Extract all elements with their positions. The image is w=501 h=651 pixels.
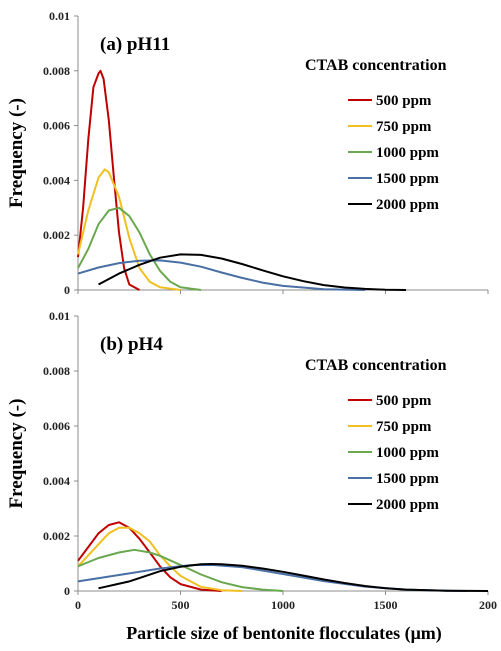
y-tick-label: 0.004 xyxy=(43,474,70,488)
series-line-500-ppm xyxy=(77,521,222,592)
legend-entry: 500 ppm xyxy=(376,93,432,109)
series-line-1000-ppm xyxy=(77,548,284,592)
panel-a: 0 0.002 0.004 0.006 0.008 0.01 Frequency (-) (a… xyxy=(6,9,489,297)
y-tick-label: 0.002 xyxy=(43,529,70,543)
series-line-1500-ppm xyxy=(77,259,366,291)
x-axis-label: Particle size of bentonite flocculates (… xyxy=(126,623,442,644)
legend-entry: 750 ppm xyxy=(376,119,432,135)
series-line-2000-ppm xyxy=(98,563,489,592)
y-tick-label: 0.008 xyxy=(43,64,70,78)
series-line-1000-ppm xyxy=(77,206,202,291)
x-tick-label: 200 xyxy=(479,598,497,612)
x-tick-label: 0 xyxy=(75,598,81,612)
x-tick-label: 1500 xyxy=(374,598,398,612)
series-line-1500-ppm xyxy=(77,563,468,592)
y-tick-label: 0 xyxy=(64,584,70,598)
y-axis-label: Frequency (-) xyxy=(6,399,27,509)
legend-title: CTAB concentration xyxy=(305,57,447,74)
legend-entry: 750 ppm xyxy=(376,419,432,435)
y-tick-label: 0.008 xyxy=(43,364,70,378)
series-line-750-ppm xyxy=(77,168,181,291)
y-tick-label: 0.002 xyxy=(43,228,70,242)
y-tick-label: 0.006 xyxy=(43,419,70,433)
panel-title: (b) pH4 xyxy=(100,334,163,355)
y-tick-label: 0.004 xyxy=(43,173,70,187)
legend-entry: 2000 ppm xyxy=(376,497,439,513)
series-line-750-ppm xyxy=(77,526,243,592)
panel-title: (a) pH11 xyxy=(100,34,170,55)
legend-title: CTAB concentration xyxy=(305,357,447,374)
y-tick-label: 0 xyxy=(64,283,70,297)
panel-b: 0 0.002 0.004 0.006 0.008 0.01 0 500 1000 1500 200… xyxy=(6,309,497,612)
y-tick-label: 0.01 xyxy=(49,309,70,323)
legend-entry: 500 ppm xyxy=(376,393,432,409)
y-tick-label: 0.01 xyxy=(49,9,70,23)
legend-entry: 2000 ppm xyxy=(376,197,439,213)
legend-entry: 1500 ppm xyxy=(376,171,439,187)
legend-entry: 1000 ppm xyxy=(376,145,439,161)
x-tick-label: 500 xyxy=(172,598,190,612)
series-line-2000-ppm xyxy=(98,253,407,291)
series-line-500-ppm xyxy=(77,69,140,291)
legend-entry: 1000 ppm xyxy=(376,445,439,461)
x-tick-label: 1000 xyxy=(271,598,295,612)
y-axis-label: Frequency (-) xyxy=(6,98,27,208)
y-tick-label: 0.006 xyxy=(43,119,70,133)
legend-entry: 1500 ppm xyxy=(376,471,439,487)
